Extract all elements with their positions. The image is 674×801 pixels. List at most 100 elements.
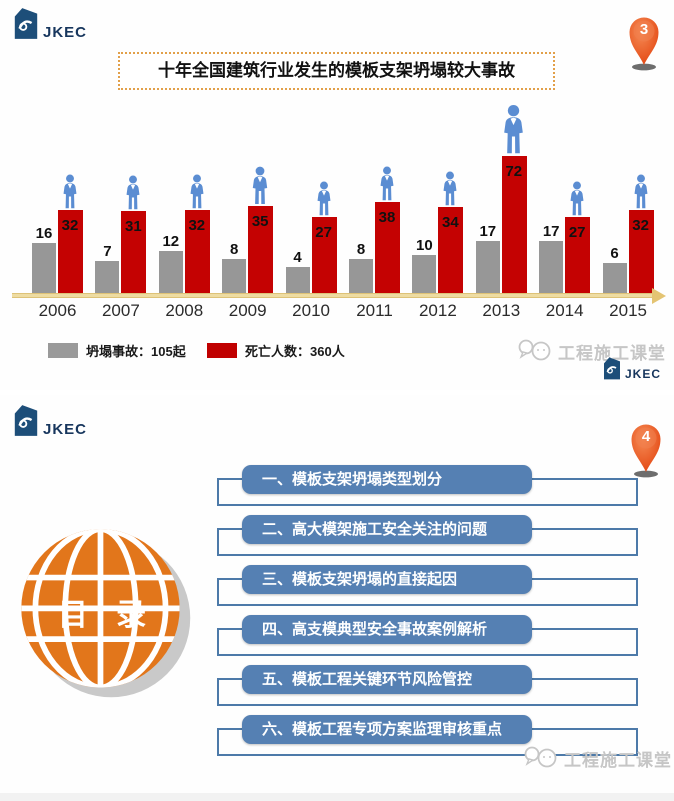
chat-bubbles-icon [514, 338, 554, 364]
deaths-value-label: 32 [61, 217, 79, 234]
toc-item-label: 四、高支模典型安全事故案例解析 [262, 621, 488, 638]
toc-item: 四、高支模典型安全事故案例解析 [0, 615, 674, 659]
accident-value-label: 7 [103, 243, 112, 260]
deaths-value-label: 38 [378, 209, 396, 226]
person-icon [313, 181, 335, 217]
person-icon [186, 174, 208, 210]
person-icon [122, 175, 144, 211]
bar-group: 8 38 [349, 95, 400, 293]
accident-bar [602, 263, 627, 293]
person-icon [376, 166, 398, 202]
person-icon [439, 171, 461, 207]
deaths-bar [248, 206, 274, 293]
accident-bar [539, 241, 564, 293]
accident-bar [222, 259, 247, 293]
bottom-strip [0, 793, 674, 801]
toc-item: 五、模板工程关键环节风险管控 [0, 665, 674, 709]
bar-group: 17 27 [539, 95, 591, 293]
deaths-bar [311, 217, 337, 293]
year-label: 2013 [482, 301, 521, 320]
toc-item-bar: 三、模板支架坍塌的直接起因 [242, 565, 532, 594]
year-label: 2009 [228, 301, 267, 320]
accident-bar [412, 255, 437, 293]
accident-value-label: 8 [356, 241, 366, 258]
toc-item: 一、模板支架坍塌类型划分 [0, 465, 674, 509]
accident-value-label: 17 [479, 223, 497, 240]
toc-item-bar: 四、高支模典型安全事故案例解析 [242, 615, 532, 644]
year-label: 2011 [356, 301, 393, 320]
toc-item-label: 三、模板支架坍塌的直接起因 [262, 571, 458, 588]
accident-value-label: 16 [35, 225, 53, 242]
slide-title: 十年全国建筑行业发生的模板支架坍塌较大事故 [118, 52, 555, 90]
deaths-bar [184, 210, 210, 293]
deaths-bar [565, 217, 591, 293]
deaths-value-label: 31 [125, 218, 142, 235]
deaths-value-label: 72 [505, 163, 523, 180]
accident-bar [349, 259, 373, 293]
bar-group: 10 34 [412, 95, 464, 293]
legend-label-deaths: 死亡人数：360人 [245, 344, 345, 359]
person-icon [59, 174, 81, 210]
deaths-bar [58, 210, 83, 293]
deaths-value-label: 27 [568, 224, 586, 241]
deaths-value-label: 35 [251, 213, 269, 230]
watermark: 工程施工课堂 [514, 338, 666, 364]
bar-group: 12 32 [158, 95, 210, 293]
jkec-logo: JKEC [12, 403, 87, 437]
toc-item-bar: 一、模板支架坍塌类型划分 [242, 465, 532, 494]
watermark-text: 工程施工课堂 [564, 750, 672, 770]
legend-item-deaths: 死亡人数：360人 [207, 341, 345, 360]
accident-bar [32, 243, 56, 293]
legend-label-accidents: 坍塌事故：105起 [86, 344, 186, 359]
accident-bar [95, 261, 120, 293]
deaths-value-label: 34 [442, 214, 459, 231]
accident-bar [285, 267, 310, 293]
person-icon [630, 174, 652, 210]
jkec-logo: JKEC [12, 6, 87, 40]
accident-bar [158, 251, 183, 293]
toc-item-bar: 五、模板工程关键环节风险管控 [242, 665, 532, 694]
accident-value-label: 10 [416, 237, 433, 254]
year-label: 2015 [609, 301, 647, 320]
accident-value-label: 12 [162, 233, 180, 250]
jkec-logo-text: JKEC [43, 24, 88, 41]
deaths-bar [501, 156, 527, 293]
bar-group: 7 31 [95, 95, 147, 293]
deaths-value-label: 32 [632, 217, 649, 234]
toc-item-label: 六、模板工程专项方案监理审核重点 [262, 721, 503, 738]
deaths-bar [121, 211, 147, 293]
watermark: 工程施工课堂 [520, 745, 672, 771]
bar-group: 17 72 [475, 95, 529, 293]
toc-item: 三、模板支架坍塌的直接起因 [0, 565, 674, 609]
chat-bubbles-icon [520, 745, 560, 771]
bar-group: 4 27 [285, 95, 337, 293]
jkec-logo-text: JKEC [625, 367, 662, 381]
accident-bar [475, 241, 500, 293]
deaths-value-label: 32 [188, 217, 206, 234]
year-label: 2014 [545, 301, 584, 320]
watermark-text: 工程施工课堂 [558, 343, 666, 363]
toc-item-bar: 二、高大模架施工安全关注的问题 [242, 515, 532, 544]
jkec-logo-watermark: JKEC [602, 356, 661, 380]
accident-value-label: 8 [230, 241, 239, 258]
page-pin: 3 [624, 12, 664, 74]
deaths-bar [375, 202, 400, 293]
bar-group: 6 32 [602, 95, 654, 293]
chart-axis [12, 293, 656, 298]
toc-item-label: 二、高大模架施工安全关注的问题 [262, 521, 488, 538]
toc-item-label: 一、模板支架坍塌类型划分 [262, 471, 443, 488]
chart-legend: 坍塌事故：105起 死亡人数：360人 [0, 341, 674, 361]
year-label: 2006 [38, 301, 77, 320]
toc-item: 六、模板工程专项方案监理审核重点 [0, 715, 674, 759]
toc-item-bar: 六、模板工程专项方案监理审核重点 [242, 715, 532, 744]
person-icon [248, 166, 272, 206]
legend-item-accidents: 坍塌事故：105起 [48, 341, 186, 360]
jkec-flag-icon [12, 403, 40, 437]
pin-page-number: 4 [641, 428, 651, 445]
toc-item-label: 五、模板工程关键环节风险管控 [262, 671, 473, 688]
legend-swatch-deaths [207, 343, 237, 358]
slide-accident-chart: JKEC 3 十年全国建筑行业发生的模板支架坍塌较大事故 16 32 7 31 12 32… [0, 0, 674, 390]
year-label: 2012 [418, 301, 457, 320]
person-icon [498, 104, 529, 156]
